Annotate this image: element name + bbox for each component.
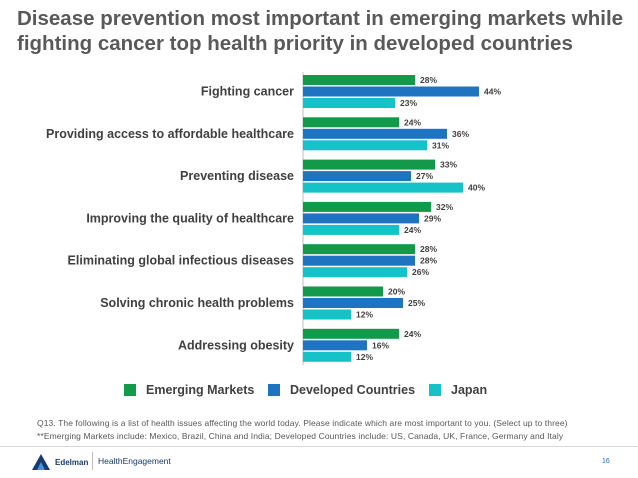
value-label-emerging: 20% — [388, 287, 405, 297]
health-engagement-brand: HealthEngagement — [98, 456, 171, 466]
value-label-developed: 27% — [416, 171, 433, 181]
bar-developed — [303, 86, 479, 97]
footer-logo-divider — [92, 452, 93, 470]
legend-item-emerging: Emerging Markets — [124, 383, 254, 397]
legend-swatch-developed — [268, 384, 280, 396]
footnote-question: Q13. The following is a list of health i… — [37, 418, 568, 428]
category-label: Preventing disease — [180, 169, 294, 183]
bar-japan — [303, 309, 351, 320]
bar-emerging — [303, 117, 399, 128]
bar-emerging — [303, 244, 415, 255]
edelman-logo-icon — [32, 454, 50, 470]
value-label-emerging: 28% — [420, 244, 437, 254]
bar-emerging — [303, 286, 383, 297]
category-label: Solving chronic health problems — [100, 296, 294, 310]
value-label-japan: 26% — [412, 267, 429, 277]
category-label: Addressing obesity — [178, 338, 294, 352]
value-label-emerging: 24% — [404, 329, 421, 339]
value-label-japan: 31% — [432, 140, 449, 150]
bar-developed — [303, 171, 411, 182]
value-label-japan: 23% — [400, 98, 417, 108]
value-label-developed: 28% — [420, 256, 437, 266]
value-label-developed: 36% — [452, 129, 469, 139]
value-label-emerging: 32% — [436, 202, 453, 212]
value-label-emerging: 28% — [420, 75, 437, 85]
bar-japan — [303, 224, 399, 235]
bar-developed — [303, 255, 415, 266]
footer-divider — [0, 446, 638, 447]
legend-item-developed: Developed Countries — [268, 383, 415, 397]
footnote-definitions: **Emerging Markets include: Mexico, Braz… — [37, 431, 564, 441]
legend: Emerging Markets Developed Countries Jap… — [0, 383, 638, 399]
legend-item-japan: Japan — [429, 383, 487, 397]
edelman-logo: Edelman — [32, 454, 88, 470]
value-label-developed: 16% — [372, 340, 389, 350]
bar-emerging — [303, 201, 431, 212]
bar-japan — [303, 98, 395, 108]
category-label: Eliminating global infectious diseases — [68, 254, 294, 268]
bar-developed — [303, 298, 403, 308]
bar-chart: Fighting cancer 28% 44% 23% Providing access… — [46, 72, 501, 366]
value-label-developed: 25% — [408, 298, 425, 308]
page-number: 16 — [602, 458, 610, 465]
bar-developed — [303, 340, 367, 351]
value-label-developed: 44% — [484, 87, 501, 97]
value-label-japan: 12% — [356, 310, 373, 320]
category-label: Fighting cancer — [201, 85, 294, 99]
bar-japan — [303, 267, 407, 278]
bar-emerging — [303, 75, 415, 85]
bar-japan — [303, 140, 427, 151]
legend-swatch-japan — [429, 384, 441, 396]
chart-title: Disease prevention most important in eme… — [17, 7, 624, 55]
value-label-japan: 24% — [404, 225, 421, 235]
legend-label-japan: Japan — [451, 383, 488, 397]
edelman-logo-text: Edelman — [55, 457, 89, 467]
bar-developed — [303, 128, 447, 139]
category-label: Providing access to affordable healthcar… — [46, 127, 294, 141]
value-label-emerging: 24% — [404, 117, 421, 127]
bar-japan — [303, 182, 463, 193]
bar-emerging — [303, 159, 435, 170]
bar-developed — [303, 213, 419, 224]
legend-swatch-emerging — [124, 384, 136, 396]
bar-emerging — [303, 328, 399, 339]
category-label: Improving the quality of healthcare — [86, 211, 294, 225]
value-label-japan: 12% — [356, 352, 373, 362]
bar-japan — [303, 351, 351, 362]
value-label-japan: 40% — [468, 183, 485, 193]
legend-label-emerging: Emerging Markets — [146, 383, 255, 397]
value-label-developed: 29% — [424, 213, 441, 223]
value-label-emerging: 33% — [440, 160, 457, 170]
legend-label-developed: Developed Countries — [290, 383, 416, 397]
